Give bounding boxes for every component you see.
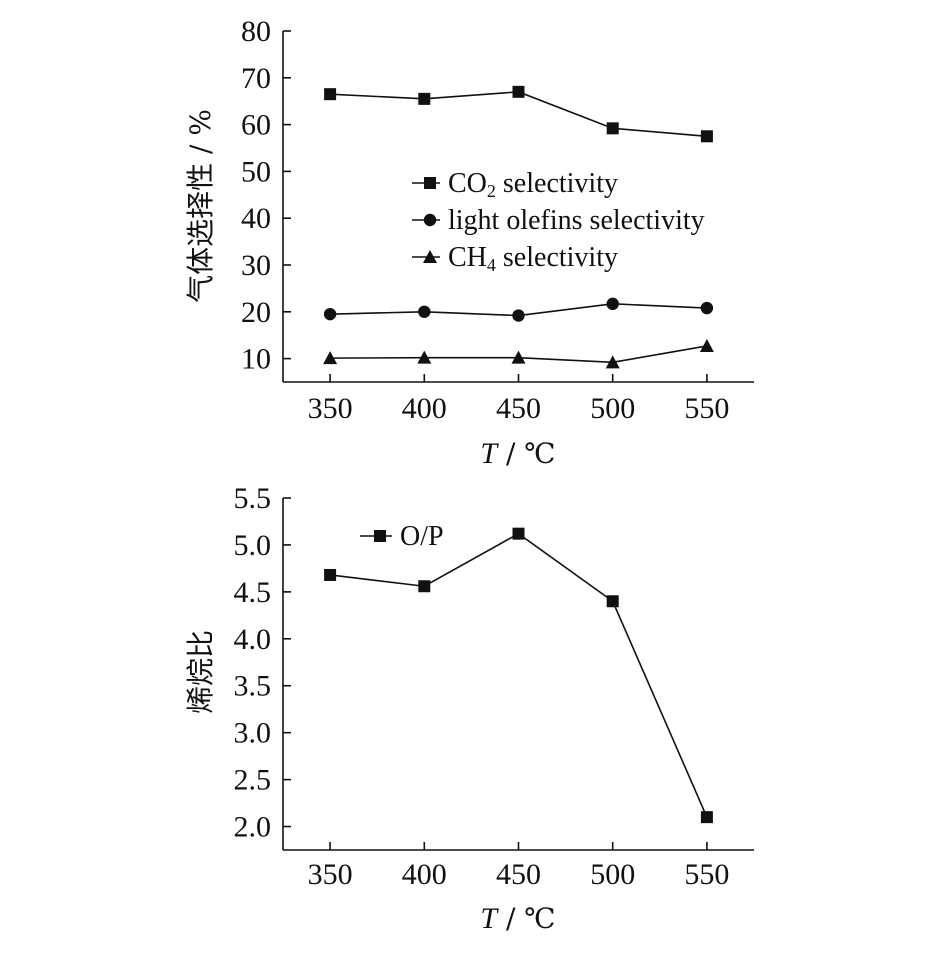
- y-tick-label: 10: [241, 343, 271, 376]
- legend-marker: [423, 213, 437, 227]
- series-0: [324, 527, 713, 824]
- legend-label: CO2 selectivity: [448, 168, 618, 201]
- y-tick-label: 40: [241, 202, 271, 235]
- data-point: [606, 122, 619, 135]
- data-point: [323, 351, 338, 365]
- legend-label: light olefins selectivity: [448, 205, 705, 236]
- x-axis-title-unit: ℃: [524, 437, 555, 470]
- data-point: [418, 580, 431, 593]
- chart-bottom-olefin-paraffin-ratio: 2.0 2.5 3.0 3.5 4.0 4.5 5.0 5.5 350 400 450 500 550 T…: [184, 482, 754, 935]
- legend-marker: [424, 177, 436, 189]
- y-tick-label: 4.0: [234, 623, 272, 656]
- x-tick-label: 550: [684, 858, 729, 891]
- data-point: [512, 309, 525, 322]
- y-axis-title: 烯烷比: [184, 630, 217, 714]
- x-axis-title-sep: /: [497, 437, 524, 470]
- x-tick-label: 500: [590, 858, 635, 891]
- data-point: [418, 305, 431, 318]
- legend-entry: O/P: [360, 521, 444, 552]
- y-tick-label: 70: [241, 62, 271, 95]
- legend-label-rest: selectivity: [496, 168, 618, 199]
- legend-label-subscript: 4: [487, 255, 496, 275]
- x-axis-title-var: T: [480, 902, 499, 935]
- x-tick-label: 350: [308, 392, 353, 425]
- x-tick-label: 400: [402, 392, 447, 425]
- data-point: [512, 85, 525, 98]
- legend-label-base: O/P: [400, 521, 444, 552]
- legend-label-rest: selectivity: [496, 242, 618, 273]
- legend-label-base: CH: [448, 242, 487, 273]
- y-tick-label: 80: [241, 15, 271, 48]
- data-point: [700, 130, 713, 143]
- legend-entry: light olefins selectivity: [412, 205, 705, 236]
- x-tick-label: 550: [684, 392, 729, 425]
- y-tick-label: 2.5: [234, 764, 272, 797]
- data-point: [324, 568, 337, 581]
- x-axis-title: T / ℃: [480, 437, 555, 470]
- y-axis-title: 气体选择性 / %: [184, 109, 217, 303]
- y-tick-label: 5.5: [234, 482, 272, 515]
- x-tick-label: 500: [590, 392, 635, 425]
- legend-entry: CH4 selectivity: [412, 242, 618, 275]
- data-point: [699, 338, 714, 352]
- y-tick-label: 3.0: [234, 717, 272, 750]
- y-tick-label: 4.5: [234, 576, 272, 609]
- data-point: [606, 297, 619, 311]
- legend-label: CH4 selectivity: [448, 242, 618, 275]
- x-tick-label: 450: [496, 858, 541, 891]
- data-point: [605, 355, 620, 369]
- data-point: [418, 92, 431, 105]
- x-tick-label: 350: [308, 858, 353, 891]
- y-tick-label: 60: [241, 109, 271, 142]
- x-tick-label: 450: [496, 392, 541, 425]
- legend-label: O/P: [400, 521, 444, 552]
- x-axis-title-unit: ℃: [524, 902, 555, 935]
- legend-label-base: CO: [448, 168, 487, 199]
- y-tick-label: 50: [241, 155, 271, 188]
- y-tick-label: 3.5: [234, 670, 272, 703]
- y-tick-label: 30: [241, 249, 271, 282]
- legend-entry: CO2 selectivity: [412, 168, 618, 201]
- x-axis-title: T / ℃: [480, 902, 555, 935]
- legend-label-subscript: 2: [487, 181, 496, 201]
- chart-top-gas-selectivity: 10 20 30 40 50 60 70 80 350 400 450 500 550 T / ℃ 气体选择…: [184, 15, 754, 470]
- data-point: [606, 595, 619, 608]
- x-axis-title-var: T: [480, 437, 499, 470]
- x-tick-label: 400: [402, 858, 447, 891]
- legend-marker: [374, 530, 386, 542]
- y-tick-label: 20: [241, 296, 271, 329]
- series-line: [330, 532, 708, 818]
- series-2: [323, 338, 714, 369]
- data-point: [700, 301, 714, 315]
- legend-label-base: light olefins selectivity: [448, 205, 705, 236]
- series-1: [323, 297, 714, 322]
- y-tick-label: 5.0: [234, 529, 272, 562]
- data-point: [511, 350, 526, 364]
- series-line: [330, 91, 707, 138]
- y-tick-label: 2.0: [234, 811, 272, 844]
- legend-marker: [423, 250, 437, 263]
- x-axis-title-sep: /: [497, 902, 524, 935]
- data-point: [512, 527, 525, 540]
- data-point: [417, 350, 432, 364]
- series-0: [324, 85, 713, 143]
- data-point: [324, 88, 337, 101]
- data-point: [700, 811, 713, 824]
- data-point: [323, 307, 337, 321]
